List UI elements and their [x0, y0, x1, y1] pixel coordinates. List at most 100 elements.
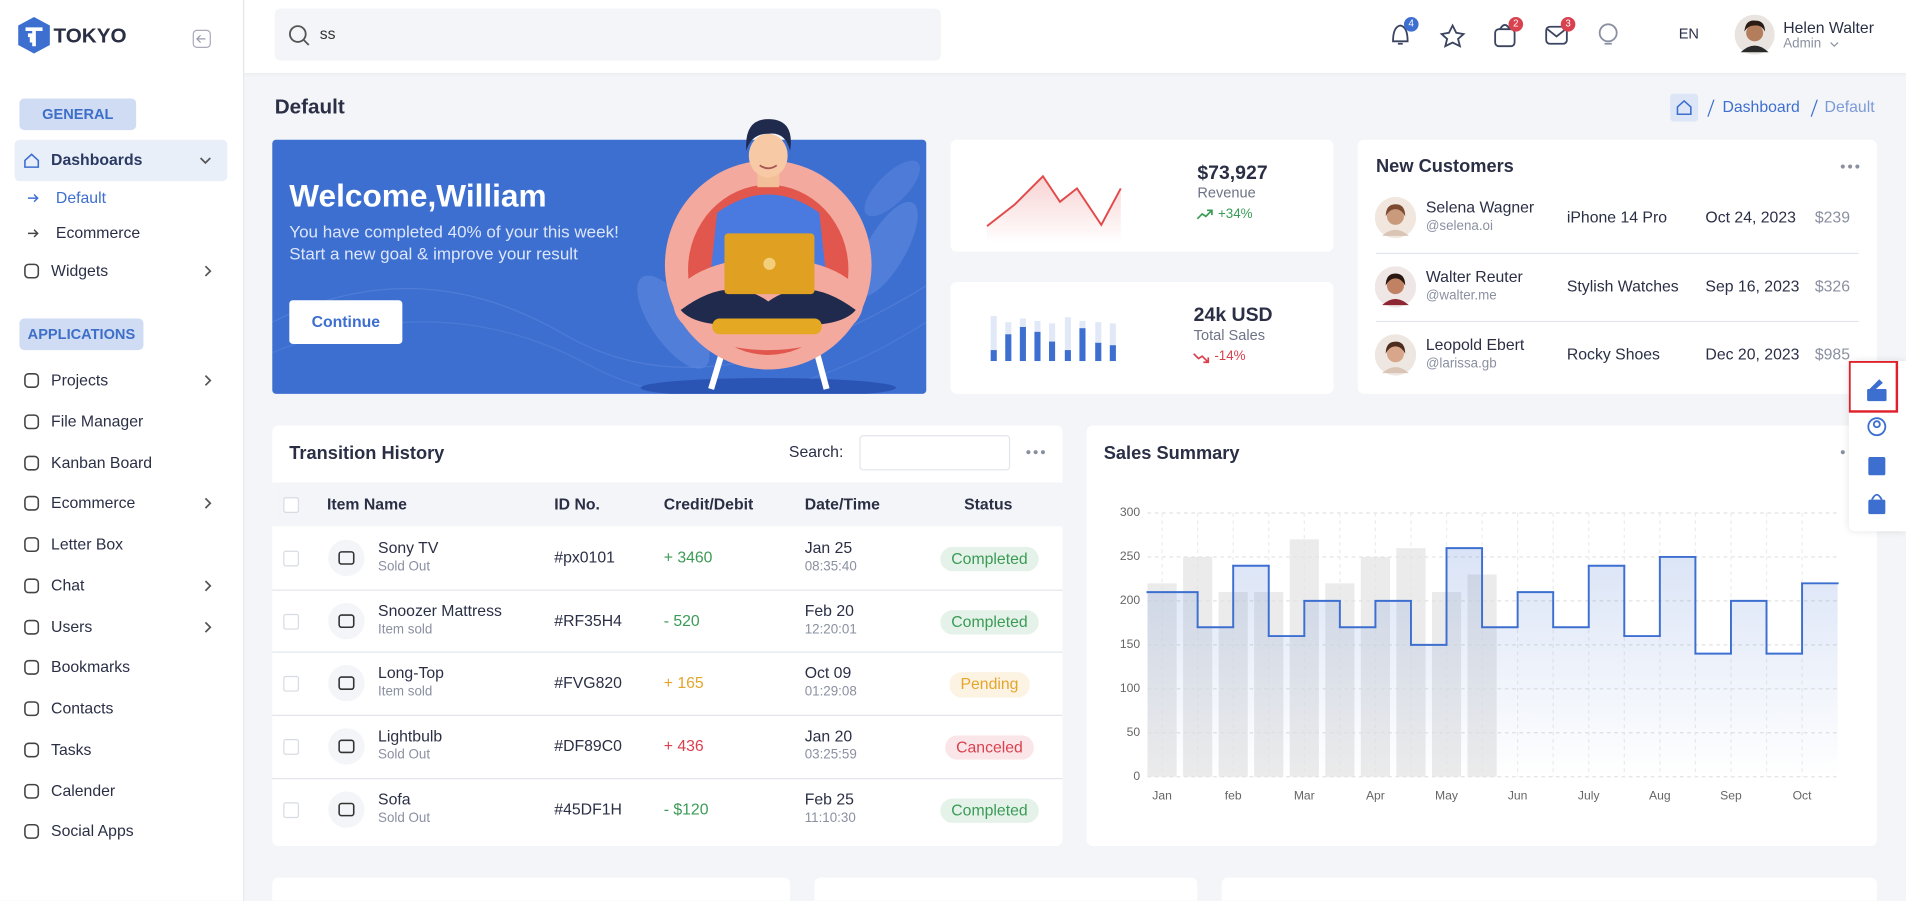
item-icon-part: [338, 676, 355, 691]
item-id: #FVG820: [554, 673, 622, 693]
toolbar-icons: [1848, 361, 1899, 515]
menu-item-active[interactable]: [14, 139, 228, 182]
breadcrumb-separators: [1707, 99, 1818, 117]
collapse-button[interactable]: [192, 29, 211, 49]
stat-value: $73,927: [1197, 162, 1268, 184]
item-time: 11:10:30: [804, 810, 856, 826]
x-tick-label: Jan: [1152, 788, 1172, 802]
menu-item[interactable]: Chat: [51, 575, 85, 595]
laptop-logo: [763, 257, 776, 270]
item-time: 08:35:40: [804, 559, 857, 574]
user-avatar[interactable]: [1734, 14, 1775, 55]
x-tick-label: Aug: [1649, 788, 1671, 802]
feet: [712, 318, 822, 335]
menu-icon: [24, 742, 40, 758]
y-tick-label: 100: [1120, 681, 1141, 695]
menu-item[interactable]: File Manager: [51, 411, 144, 430]
item-name: Snoozer Mattress: [378, 601, 502, 620]
menu-item[interactable]: Tasks: [51, 739, 92, 759]
checkbox[interactable]: [283, 497, 300, 513]
checkbox[interactable]: [283, 613, 300, 630]
y-tick-label: 200: [1120, 593, 1141, 607]
bag-body: [1494, 28, 1516, 48]
bulb-icon[interactable]: [1598, 23, 1618, 45]
item-date: Oct 09: [804, 664, 852, 683]
item-icon: [328, 539, 365, 577]
sparkbar-bg-part: [1095, 322, 1102, 362]
item-note: Sold Out: [378, 559, 431, 574]
step-area: [1588, 565, 1625, 777]
user-chevron: [1830, 42, 1839, 48]
menu-item[interactable]: Dashboards: [51, 150, 143, 169]
star-icon[interactable]: [1439, 23, 1466, 48]
sparkbar-bg-part: [1064, 317, 1071, 362]
sparkbars-part: [1109, 345, 1116, 362]
checkbox[interactable]: [283, 739, 300, 755]
trend-down-icon: [1193, 353, 1210, 364]
checkbox[interactable]: [283, 676, 300, 693]
mail-icon[interactable]: [1545, 25, 1568, 45]
toolbar-button[interactable]: [1868, 457, 1886, 476]
breadcrumb-link[interactable]: Dashboard: [1722, 97, 1800, 116]
menu-item[interactable]: Projects: [51, 370, 109, 389]
leaf: [637, 275, 710, 369]
column-header: Credit/Debit: [663, 494, 754, 513]
step-area: [1233, 565, 1269, 777]
row-divider: [272, 714, 1063, 716]
checkbox[interactable]: [283, 802, 300, 818]
item-amount: + 3460: [663, 548, 713, 567]
menu-icon: [24, 701, 40, 717]
breadcrumb-home[interactable]: [1670, 93, 1699, 122]
y-tick-label: 300: [1120, 505, 1141, 519]
menu-item[interactable]: Social Apps: [51, 821, 134, 841]
logo-glyph: [25, 27, 43, 47]
table-search-input[interactable]: [859, 435, 1011, 471]
menu-item[interactable]: Calender: [51, 780, 116, 800]
menu-item[interactable]: Widgets: [51, 261, 109, 280]
language[interactable]: EN: [1678, 24, 1699, 43]
customer-name: Selena Wagner: [1425, 198, 1535, 217]
menu-icon-part: [24, 824, 40, 840]
x-tick-label: May: [1435, 788, 1459, 802]
step-area: [1659, 556, 1696, 777]
menu-item[interactable]: Users: [51, 616, 93, 636]
submenu-item[interactable]: Ecommerce: [55, 223, 141, 242]
status-badge: Canceled: [945, 735, 1034, 760]
mail-badge: 3: [1560, 17, 1576, 32]
bell-icon[interactable]: [1392, 24, 1409, 45]
item-id: #DF89C0: [554, 736, 622, 755]
menu-item[interactable]: Bookmarks: [51, 657, 131, 677]
customer-amount: $239: [1814, 207, 1850, 227]
item-amount: - 520: [663, 610, 700, 630]
menu-icon-part: [24, 263, 40, 279]
search-text[interactable]: ss: [319, 24, 336, 43]
item-name: Lightbulb: [378, 726, 443, 746]
collapse-arrow: [196, 34, 206, 43]
toolbar-button[interactable]: [1867, 379, 1887, 402]
menu-icon-part: [24, 578, 40, 594]
search-box[interactable]: [274, 8, 941, 61]
item-date: Jan 25: [804, 538, 853, 557]
toolbar-button[interactable]: [1868, 493, 1886, 515]
menu-item[interactable]: Letter Box: [51, 534, 124, 554]
item-time: 01:29:08: [804, 685, 857, 700]
menu-icon: [24, 660, 40, 676]
toolbar-button-part: [1871, 493, 1883, 501]
menu-item[interactable]: Ecommerce: [51, 493, 136, 512]
menu-item[interactable]: Kanban Board: [51, 452, 153, 471]
item-note: Sold Out: [378, 747, 431, 763]
column-header: Date/Time: [804, 494, 880, 513]
continue-button[interactable]: Continue: [289, 300, 403, 345]
customer-product: Rocky Shoes: [1566, 345, 1660, 364]
item-icon-part: [338, 551, 355, 565]
customer-avatar-part: [1386, 207, 1404, 225]
checkbox[interactable]: [283, 550, 300, 567]
menu-icon: [24, 537, 40, 553]
logo-text: TOKYO: [53, 24, 127, 48]
submenu-item[interactable]: Default: [55, 188, 107, 207]
step-area: [1375, 600, 1411, 777]
user-role[interactable]: Admin: [1783, 36, 1822, 52]
customer-date: Sep 16, 2023: [1705, 276, 1800, 295]
toolbar-button[interactable]: [1867, 417, 1887, 437]
menu-item[interactable]: Contacts: [51, 698, 114, 718]
